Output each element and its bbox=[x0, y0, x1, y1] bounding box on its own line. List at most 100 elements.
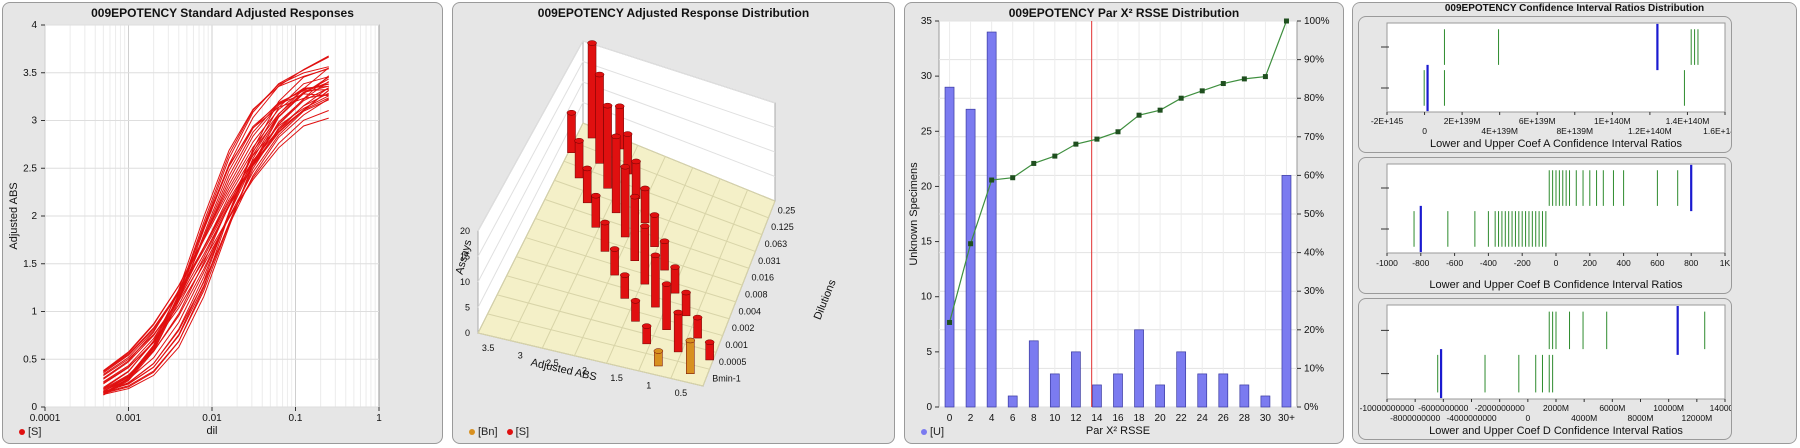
histogram-bar bbox=[681, 292, 691, 317]
x-tick-label: -2000000000 bbox=[1475, 403, 1525, 413]
histogram-bar bbox=[1007, 395, 1018, 408]
cumulative-point bbox=[1115, 129, 1121, 135]
z-tick-label: 5 bbox=[465, 303, 470, 313]
panel-title: 009EPOTENCY Par X² RSSE Distribution bbox=[1008, 6, 1240, 20]
x-tick-label: 1.6E+140M bbox=[1703, 126, 1732, 136]
legend[interactable]: [S] bbox=[17, 426, 41, 438]
x-tick-label: -400 bbox=[1480, 258, 1497, 268]
rsse-distribution-panel: 009EPOTENCY Par X² RSSE Distribution 0 5 1… bbox=[904, 2, 1344, 444]
legend-marker-u bbox=[921, 429, 927, 436]
confidence-interval-ratios-panel: 009EPOTENCY Confidence Interval Ratios D… bbox=[1352, 2, 1797, 444]
y-tick-label: 15 bbox=[921, 237, 933, 248]
x-tick-label: -6000000000 bbox=[1418, 403, 1468, 413]
legend[interactable]: [U] bbox=[919, 426, 944, 438]
floor-grid-line bbox=[606, 167, 694, 364]
floor-grid-line bbox=[563, 160, 763, 236]
cumulative-point bbox=[1052, 153, 1058, 159]
x-tick-label: 28 bbox=[1239, 413, 1251, 424]
panel-title: 009EPOTENCY Adjusted Response Distributi… bbox=[537, 6, 810, 20]
x-tick-label: 0 bbox=[1554, 258, 1559, 268]
x-tick-label: 10000M bbox=[1653, 403, 1684, 413]
cumulative-point bbox=[968, 241, 974, 247]
x-tick-label: 3 bbox=[518, 350, 523, 360]
rsse-histogram-chart: 051015202530350%10%20%30%40%50%60%70%80%… bbox=[908, 16, 1330, 437]
x-tick-label: -4000000000 bbox=[1446, 413, 1496, 423]
legend[interactable]: [Bn] [S] bbox=[467, 426, 529, 438]
y-tick-label: 0.001 bbox=[725, 340, 748, 350]
histogram-bar bbox=[631, 300, 640, 322]
floor-grid-line bbox=[506, 275, 723, 337]
histogram-bar bbox=[944, 86, 955, 408]
x-tick-label: 0 bbox=[1525, 413, 1530, 423]
floor-grid-line bbox=[525, 237, 736, 303]
x-tick-label: 30 bbox=[1260, 413, 1272, 424]
histogram-bar bbox=[670, 266, 680, 294]
histogram-bar-top bbox=[591, 192, 601, 199]
coef-a-strip-chart: -2E+145 2E+139M 6E+139M 1E+140M 1.4E+140M 0 4E… bbox=[1371, 22, 1732, 150]
y-tick-label: 0 bbox=[31, 402, 37, 413]
histogram-bar-top bbox=[602, 102, 613, 109]
histogram-bar bbox=[1176, 351, 1187, 408]
legend-marker-s bbox=[506, 429, 513, 436]
response-curve bbox=[103, 68, 329, 393]
response-distribution-3d-chart: 0 5 10 15 20 Assays 3.5 3 2.5 2 1.5 1 0.5 Adjusted AB… bbox=[454, 40, 839, 398]
cumulative-point bbox=[947, 319, 953, 325]
x-tick-label: 1.2E+140M bbox=[1628, 126, 1672, 136]
response-curve bbox=[103, 93, 329, 394]
wall-grid-line bbox=[477, 60, 776, 257]
histogram-bar-top bbox=[681, 289, 691, 296]
histogram-bar-top bbox=[611, 133, 621, 140]
cumulative-point bbox=[1010, 175, 1016, 181]
response-curve bbox=[103, 76, 329, 393]
response-curve bbox=[103, 75, 330, 385]
histogram-bar-top bbox=[650, 252, 661, 259]
x-tick-label: 4000M bbox=[1571, 413, 1597, 423]
y-tick-label: 4 bbox=[31, 20, 37, 31]
x-axis-label: Lower and Upper Coef A Confidence Interv… bbox=[1430, 138, 1682, 150]
histogram-bar bbox=[595, 74, 604, 164]
histogram-bar-top bbox=[622, 131, 633, 137]
x-tick-label: 8000M bbox=[1628, 413, 1654, 423]
x-tick-label: 4E+139M bbox=[1481, 126, 1518, 136]
y-tick-label: 0.004 bbox=[738, 306, 761, 316]
x-tick-label: 1K bbox=[1720, 258, 1731, 268]
legend-marker-s bbox=[19, 429, 25, 436]
histogram-bar bbox=[610, 248, 619, 276]
x-tick-label: 4 bbox=[989, 413, 995, 424]
floor-grid-line bbox=[573, 156, 666, 356]
histogram-bar bbox=[1218, 373, 1229, 408]
cumulative-point bbox=[1199, 88, 1205, 94]
wall-grid-line bbox=[477, 101, 776, 308]
legend-label-bn: [Bn] bbox=[478, 426, 498, 438]
histogram-bar bbox=[650, 214, 659, 247]
floor-grid-line bbox=[487, 313, 710, 370]
histogram-bar bbox=[1134, 329, 1144, 408]
x-tick-label: 2 bbox=[968, 413, 974, 424]
x-tick-label: 8E+139M bbox=[1556, 126, 1593, 136]
x-tick-label: 0.1 bbox=[289, 413, 303, 424]
histogram-bar bbox=[620, 274, 630, 299]
cumulative-point bbox=[1220, 81, 1226, 87]
coef-b-subchart: -1000 -800 -600 -400 -200 0 200 400 600 800 1K Lowe… bbox=[1358, 157, 1732, 294]
x-tick-label: 26 bbox=[1218, 413, 1230, 424]
y2-tick-label: 70% bbox=[1304, 132, 1324, 143]
histogram-bar bbox=[591, 195, 601, 228]
y2-tick-label: 80% bbox=[1304, 93, 1324, 104]
histogram-bar-top bbox=[670, 264, 680, 270]
wall-grid-line bbox=[477, 81, 776, 283]
histogram-bar bbox=[582, 168, 592, 204]
histogram-bar bbox=[1071, 351, 1081, 408]
y-tick-label: 0.008 bbox=[745, 290, 768, 300]
y-tick-label: 0.063 bbox=[765, 239, 788, 249]
floor-grid-line bbox=[509, 133, 611, 341]
response-curve bbox=[103, 81, 329, 372]
histogram-bar bbox=[600, 222, 610, 252]
y-tick-label: 10 bbox=[921, 292, 933, 303]
response-curve bbox=[103, 97, 329, 375]
histogram-bar bbox=[1281, 175, 1292, 408]
histogram-bar-top bbox=[659, 238, 670, 245]
panel-title: 009EPOTENCY Standard Adjusted Responses bbox=[91, 6, 354, 20]
histogram-bar bbox=[1092, 384, 1102, 408]
histogram-bar-top bbox=[582, 165, 592, 172]
z-axis-label: Assays bbox=[454, 238, 475, 276]
